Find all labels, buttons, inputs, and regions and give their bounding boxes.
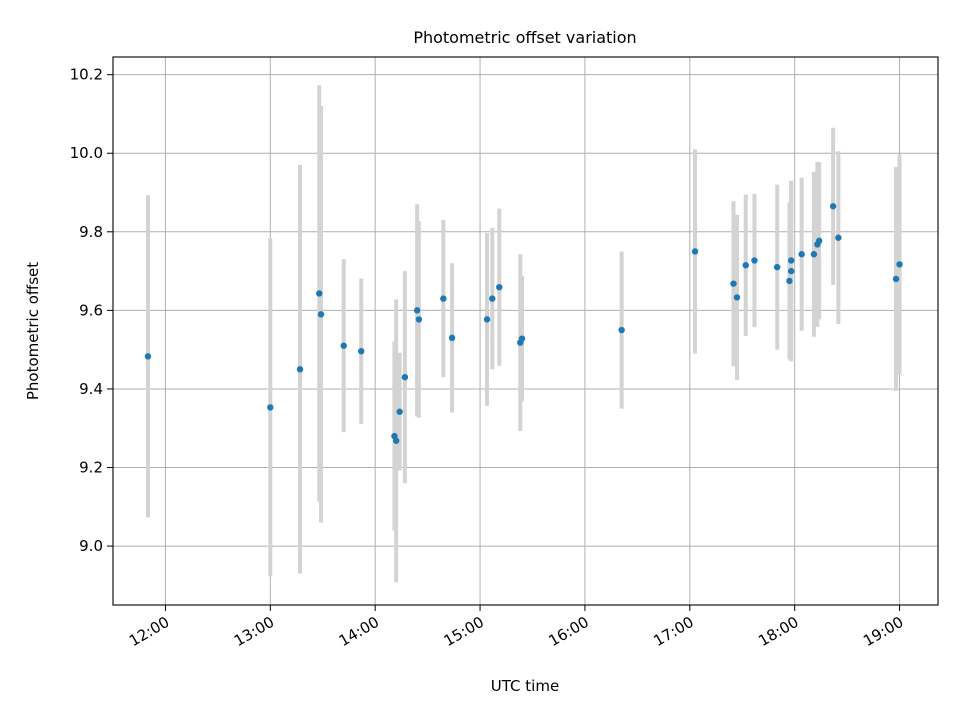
data-point: [144, 353, 152, 360]
data-point: [835, 234, 842, 241]
data-point: [496, 283, 503, 291]
data-point: [401, 373, 409, 381]
data-point: [810, 251, 818, 258]
data-point: [691, 248, 699, 255]
y-axis-ticks: 9.0 9.2 9.4 9.6 9.8 10.0 10.2: [70, 66, 113, 555]
data-point: [317, 311, 325, 318]
data-point: [518, 335, 526, 342]
y-tick-label: 9.8: [79, 223, 103, 241]
data-point: [798, 251, 805, 258]
data-point: [815, 237, 823, 245]
data-point: [316, 290, 323, 297]
data-point: [896, 261, 903, 268]
data-point: [773, 263, 781, 271]
data-point: [415, 316, 423, 323]
grid-lines: [113, 57, 938, 605]
y-tick-label: 9.6: [79, 301, 103, 319]
data-point: [751, 257, 758, 264]
data-point: [357, 348, 365, 355]
data-point: [730, 280, 737, 287]
data-point: [267, 404, 274, 411]
y-tick-label: 9.2: [79, 459, 103, 477]
data-point: [892, 275, 900, 283]
y-tick-label: 9.4: [79, 380, 103, 398]
y-tick-label: 10.2: [70, 66, 103, 84]
data-points: [144, 203, 903, 444]
chart-title: Photometric offset variation: [413, 28, 636, 47]
y-axis-label: Photometric offset: [24, 262, 42, 400]
data-point: [787, 257, 795, 264]
data-point: [483, 316, 491, 323]
data-point: [829, 203, 837, 210]
data-point: [296, 366, 304, 373]
y-tick-label: 9.0: [79, 537, 103, 555]
y-tick-label: 10.0: [70, 144, 103, 162]
data-point: [742, 262, 749, 269]
data-point: [489, 295, 496, 302]
data-point: [618, 326, 625, 334]
plot-frame: [112, 56, 939, 606]
data-point: [786, 277, 793, 285]
data-point: [787, 267, 795, 275]
data-point: [392, 437, 400, 444]
data-point: [340, 342, 347, 349]
data-point: [396, 408, 403, 415]
data-point: [413, 307, 421, 314]
data-point: [448, 334, 456, 342]
x-axis-label: UTC time: [491, 677, 559, 695]
data-point: [440, 295, 447, 302]
data-point: [733, 294, 741, 301]
